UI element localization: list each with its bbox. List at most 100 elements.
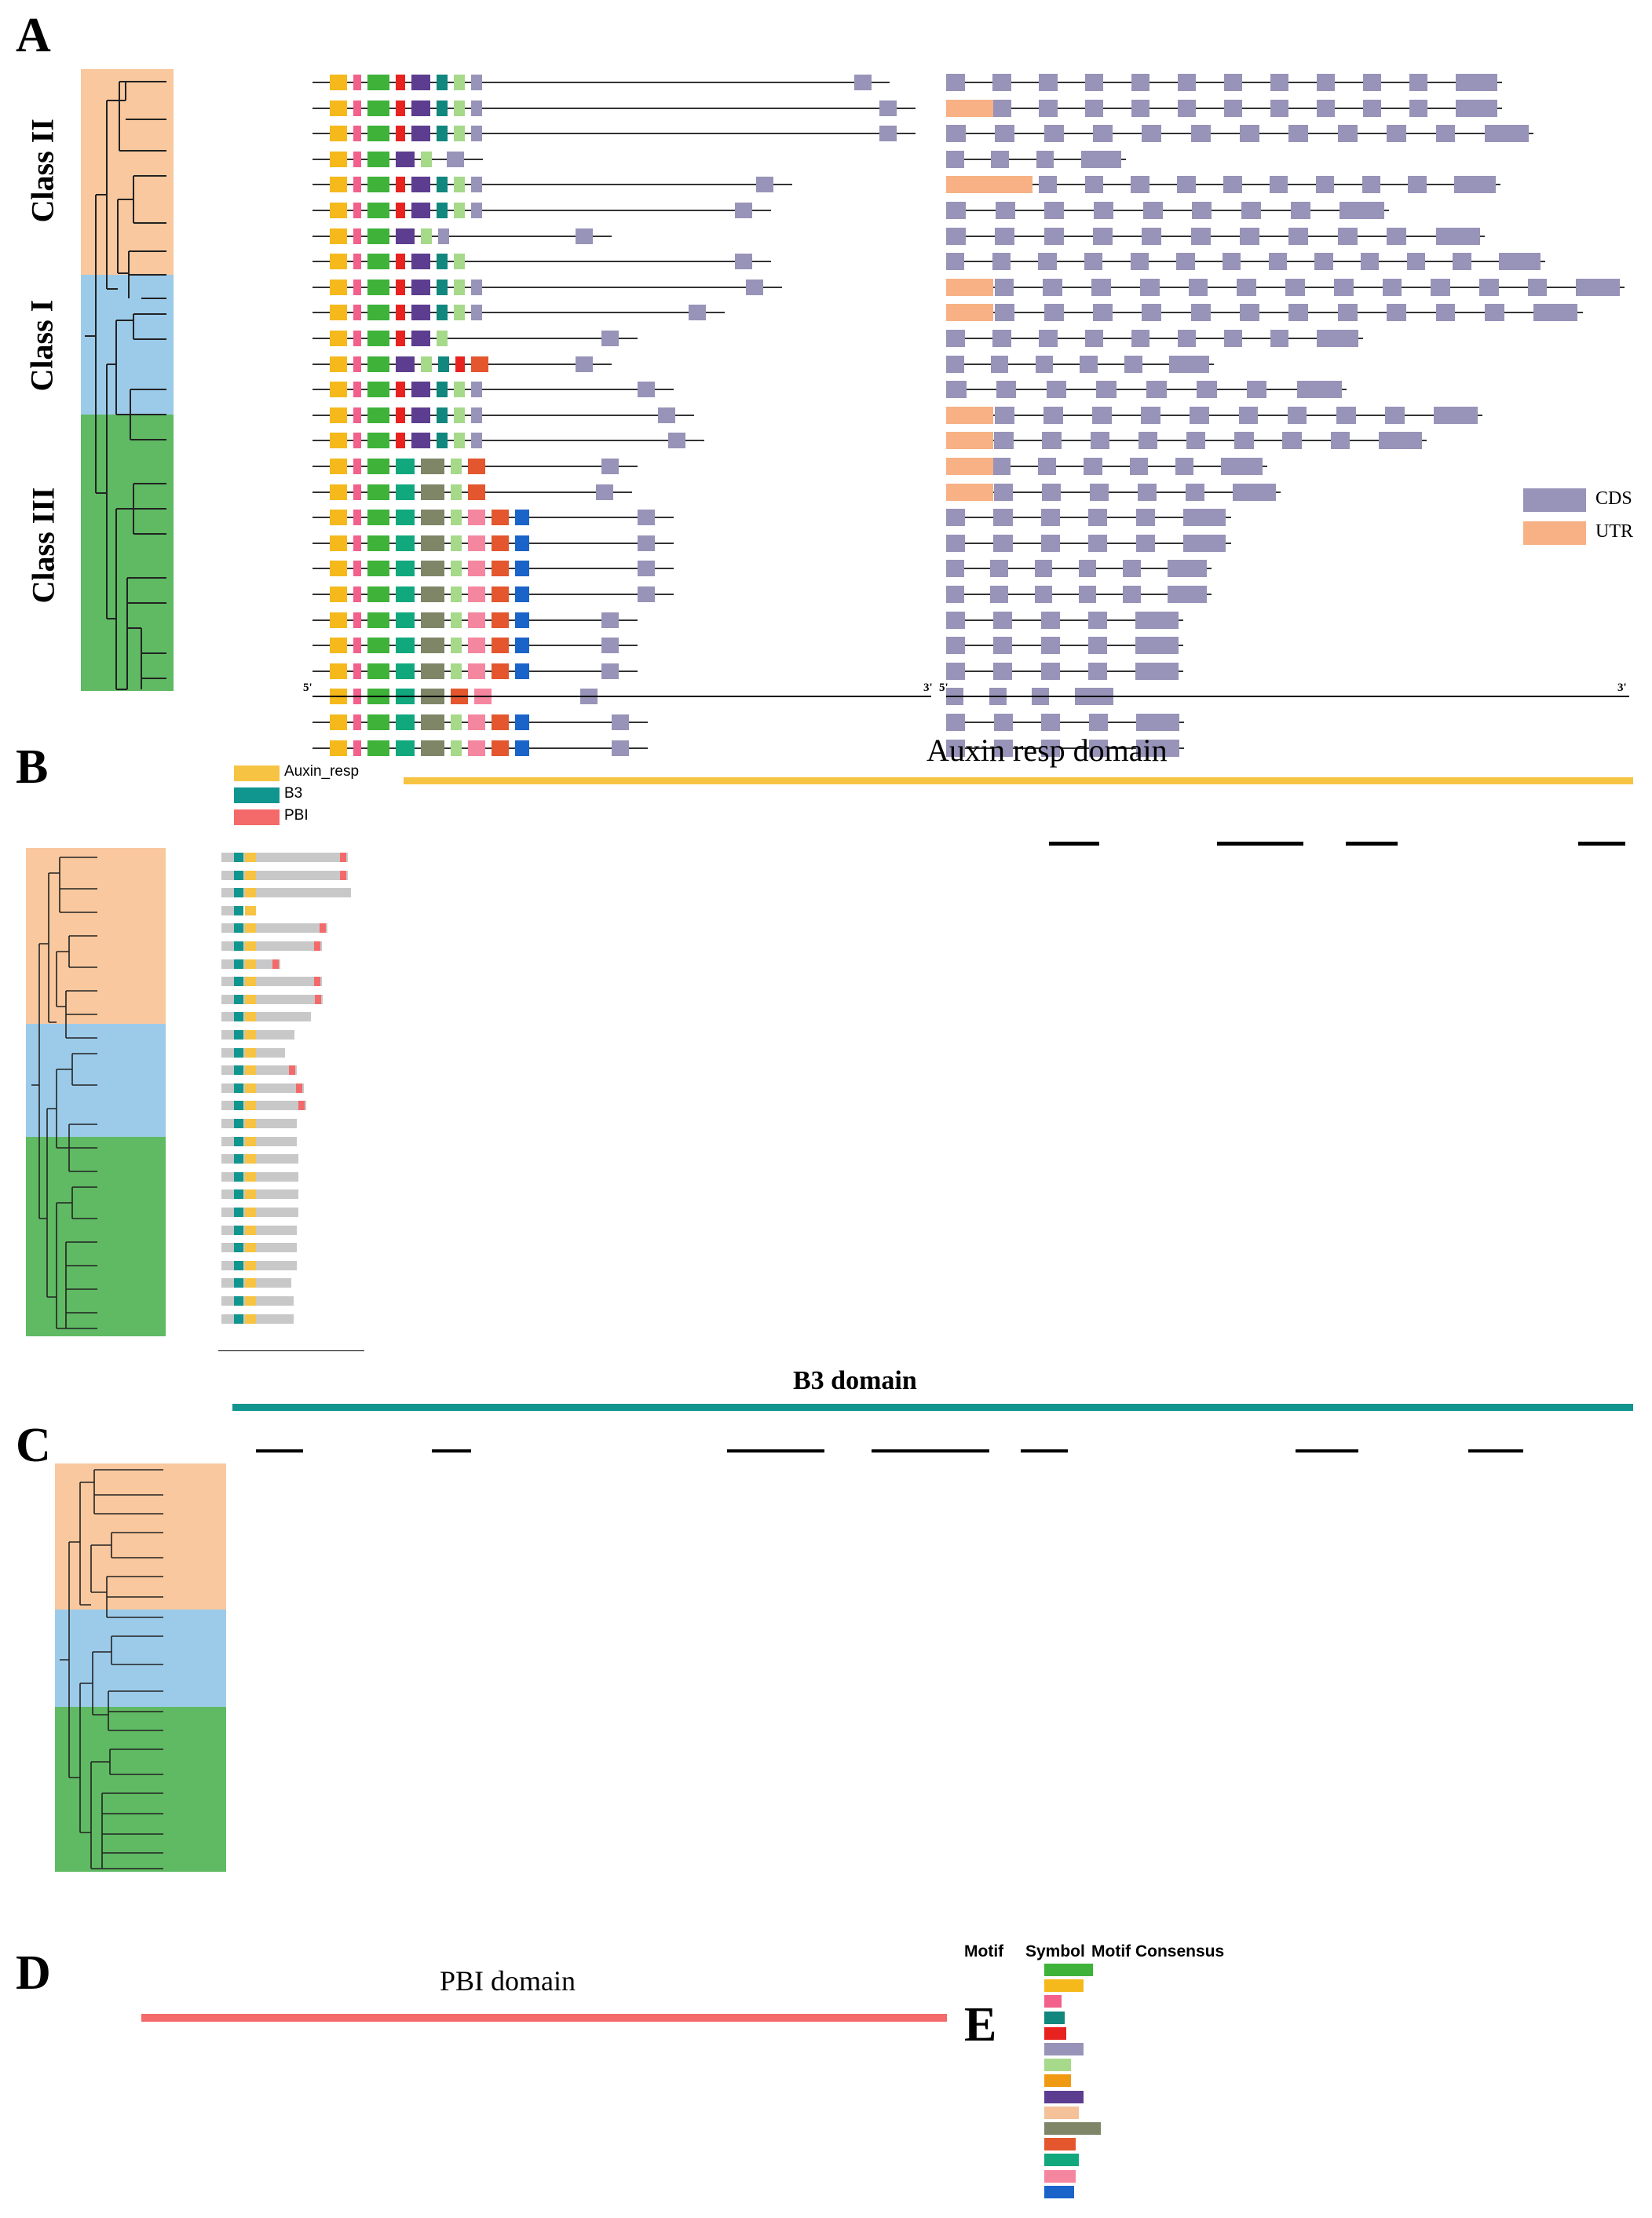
exon-0-0 [946, 74, 965, 91]
bar-b3-18 [234, 1171, 243, 1182]
motif-box-4-5 [437, 177, 448, 193]
gene-axis-line [946, 696, 1629, 697]
ss-c-arrow-0 [256, 1449, 303, 1452]
pbi-domain-bar [141, 2014, 947, 2022]
motif-box-18-7 [492, 535, 509, 551]
motif-box-13-5 [437, 407, 448, 423]
b-class-i-region [26, 1024, 166, 1137]
motif-symbol-2 [1044, 1995, 1062, 2008]
motif-box-15-5 [451, 459, 462, 474]
motif-box-3-1 [353, 151, 361, 167]
exon-14-2 [1042, 432, 1062, 450]
motif-box-14-3 [396, 433, 405, 449]
motif-box-0-5 [437, 75, 448, 90]
motif-box-16-3 [396, 484, 415, 500]
exon-0-1 [992, 74, 1011, 91]
motif-box-18-3 [396, 535, 415, 551]
motif-box-14-7 [471, 433, 482, 449]
exon-7-2 [1038, 253, 1057, 271]
e-header-motif: Motif [964, 1942, 1004, 1960]
motif-box-2-1 [353, 126, 361, 142]
motif-box-4-0 [330, 177, 347, 193]
motif-box-12-6 [454, 382, 465, 398]
exon-10-2 [1038, 330, 1058, 347]
motif-box-13-2 [367, 407, 389, 423]
motif-symbol-8 [1044, 2090, 1084, 2103]
motif-box-5-6 [454, 203, 465, 218]
exon-20-4 [1123, 586, 1141, 603]
motif-box-end-11 [575, 356, 593, 372]
motif-box-9-4 [411, 305, 430, 321]
motif-backbone-2 [312, 133, 916, 135]
motif-box-7-4 [411, 254, 430, 270]
exon-17-0 [946, 509, 966, 527]
exon-8-11 [1479, 278, 1499, 296]
exon-0-9 [1362, 74, 1382, 91]
exon-6-9 [1387, 227, 1407, 245]
motif-box-7-0 [330, 254, 347, 270]
motif-box-26-8 [515, 740, 529, 756]
ss-b-arrow-0 [1049, 842, 1099, 846]
bar-aux-8 [245, 994, 256, 1004]
exon-23-0 [946, 662, 966, 680]
motif-box-12-7 [471, 382, 482, 398]
exon-7-5 [1176, 253, 1195, 271]
motif-box-4-1 [353, 177, 361, 193]
exon-6-3 [1093, 227, 1113, 245]
motif-box-19-4 [421, 561, 444, 577]
bar-b3-22 [234, 1243, 243, 1253]
motif-box-0-6 [454, 75, 465, 90]
exon-9-12 [1533, 304, 1578, 322]
motif-box-20-3 [396, 586, 415, 602]
motif-box-14-4 [411, 433, 430, 449]
exon-9-1 [995, 304, 1015, 322]
bar-b3-3 [234, 905, 243, 915]
exon-12-7 [1296, 381, 1342, 399]
motif-box-5-7 [471, 203, 482, 218]
exon-5-4 [1142, 202, 1163, 219]
motif-box-21-0 [330, 612, 347, 628]
motif-box-0-7 [471, 75, 482, 90]
exon-19-5 [1167, 560, 1208, 578]
bar-b3-25 [234, 1296, 243, 1306]
exon-14-5 [1186, 432, 1206, 450]
exon-16-1 [993, 483, 1014, 501]
exon-8-10 [1431, 278, 1450, 296]
bar-pbi-1 [339, 870, 346, 880]
bar-b3-19 [234, 1189, 243, 1200]
bar-bg-21 [221, 1225, 297, 1235]
motif-backbone-8 [312, 286, 782, 288]
bar-bg-17 [221, 1154, 298, 1164]
exon-2-11 [1484, 125, 1529, 143]
bar-b3-8 [234, 994, 243, 1004]
motif-box-3-2 [367, 151, 389, 167]
motif-box-22-5 [451, 638, 462, 654]
motif-box-26-6 [468, 740, 485, 756]
motif-box-9-1 [353, 305, 361, 321]
motif-box-20-2 [367, 586, 389, 602]
exon-17-4 [1135, 509, 1155, 527]
motif-box-4-6 [454, 177, 465, 193]
exon-6-6 [1240, 227, 1260, 245]
bar-bg-26 [221, 1314, 294, 1324]
exon-8-4 [1139, 278, 1160, 296]
exon-2-1 [995, 125, 1015, 143]
exon-11-1 [990, 355, 1009, 373]
exon-11-0 [946, 355, 964, 373]
phylogenetic-tree-c [60, 1469, 163, 1869]
motif-axis-start: 5' [303, 681, 312, 694]
bar-b3-26 [234, 1314, 243, 1324]
motif-box-2-6 [454, 126, 465, 142]
panel-letter-d: D [16, 1946, 51, 2000]
exon-6-2 [1043, 227, 1064, 245]
exon-2-5 [1190, 125, 1211, 143]
motif-box-21-3 [396, 612, 415, 628]
exon-11-3 [1080, 355, 1098, 373]
exon-12-6 [1246, 381, 1267, 399]
bar-pbi-5 [313, 941, 320, 951]
exon-8-5 [1188, 278, 1208, 296]
exon-4-6 [1223, 176, 1242, 194]
motif-backbone-9 [312, 312, 725, 314]
bar-bg-12 [221, 1065, 297, 1076]
exon-2-6 [1240, 125, 1260, 143]
